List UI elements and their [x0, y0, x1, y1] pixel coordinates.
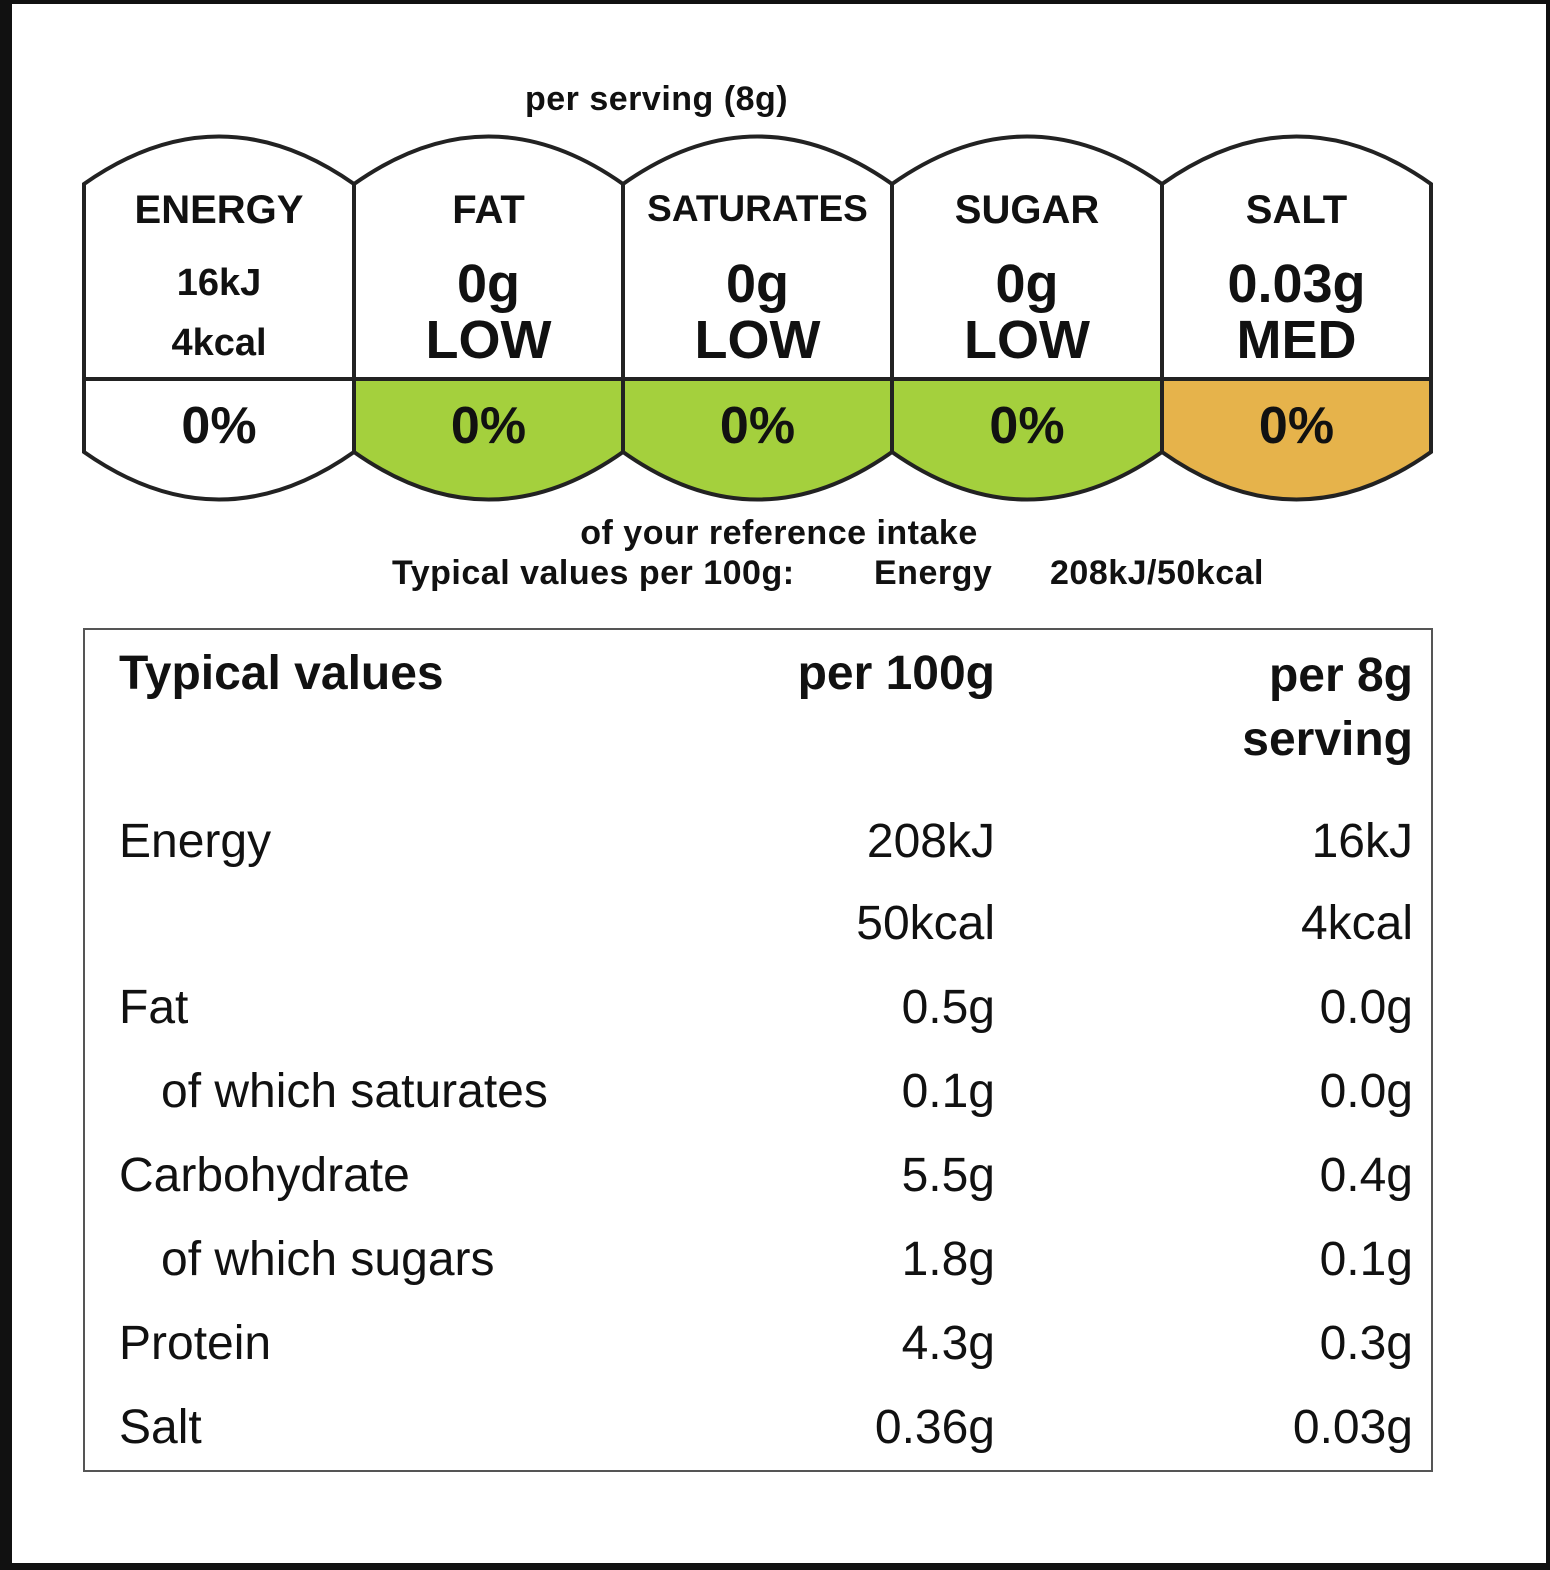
row-per-serving: 0.03g	[1292, 1401, 1413, 1454]
tl-name-salt: SALT	[1245, 188, 1348, 232]
row-per-100g: 0.5g	[901, 981, 995, 1034]
row-per-100g: 1.8g	[901, 1233, 995, 1286]
tl-line1-saturates: 0g	[725, 254, 790, 314]
row-label: of which saturates	[161, 1065, 548, 1118]
row-per-serving: 4kcal	[1300, 897, 1413, 950]
tl-line2-sugar: LOW	[964, 310, 1090, 370]
tl-percent-fat: 0%	[450, 397, 527, 455]
row-per-100g: 4.3g	[901, 1317, 995, 1370]
nutrition-table: Typical values per 100g per 8g serving E…	[83, 628, 1433, 1472]
tl-name-energy: ENERGY	[134, 188, 304, 232]
tl-line2-fat: LOW	[425, 310, 552, 370]
traffic-light-graphic	[82, 134, 1433, 502]
row-label: of which sugars	[161, 1233, 495, 1286]
tl-top-cell-energy	[82, 134, 356, 381]
reference-intake-text: of your reference intake	[580, 514, 978, 552]
tl-percent-cell-energy	[82, 377, 356, 502]
row-per-serving: 0.1g	[1319, 1233, 1413, 1286]
tl-percent-salt: 0%	[1258, 397, 1335, 455]
tl-top-cell-sugar	[890, 134, 1164, 381]
row-per-serving: 0.4g	[1319, 1149, 1413, 1202]
tl-percent-saturates: 0%	[719, 397, 796, 455]
typical-values-label: Typical values per 100g:	[392, 554, 795, 592]
header-per-100g: per 100g	[797, 647, 995, 700]
tl-name-sugar: SUGAR	[954, 188, 1100, 232]
row-per-100g: 0.1g	[901, 1065, 995, 1118]
row-per-100g: 50kcal	[856, 897, 995, 950]
nutrition-label-sheet: per serving (8g) ENERGY 16kJ 4kcal 0% FAT 0g L…	[12, 4, 1546, 1563]
row-label: Salt	[119, 1401, 202, 1454]
tl-percent-cell-sugar	[890, 377, 1164, 502]
tl-top-cell-saturates	[621, 134, 894, 381]
tl-percent-cell-fat	[352, 377, 625, 502]
typical-energy-label: Energy	[874, 554, 993, 592]
tl-line2-energy: 4kcal	[171, 322, 267, 364]
row-label: Energy	[119, 815, 272, 868]
row-per-100g: 0.36g	[874, 1401, 995, 1454]
row-label: Carbohydrate	[119, 1149, 410, 1202]
row-label: Fat	[119, 981, 189, 1034]
typical-energy-value: 208kJ/50kcal	[1050, 554, 1264, 592]
tl-top-cell-salt	[1160, 134, 1433, 381]
row-per-serving: 16kJ	[1311, 815, 1413, 868]
header-per-serving-line1: per 8g	[1268, 649, 1413, 702]
row-label: Protein	[119, 1317, 272, 1370]
header-per-serving-line2: serving	[1242, 713, 1413, 766]
tl-line1-energy: 16kJ	[176, 262, 262, 304]
row-per-serving: 0.0g	[1319, 1065, 1413, 1118]
tl-line1-salt: 0.03g	[1227, 254, 1366, 314]
tl-percent-sugar: 0%	[989, 397, 1065, 455]
per-serving-label: per serving (8g)	[525, 80, 789, 118]
tl-line2-saturates: LOW	[694, 310, 821, 370]
row-per-100g: 5.5g	[901, 1149, 995, 1202]
tl-top-cell-fat	[352, 134, 625, 381]
tl-line1-fat: 0g	[456, 254, 521, 314]
tl-line1-sugar: 0g	[995, 254, 1059, 314]
tl-line2-salt: MED	[1236, 310, 1357, 370]
tl-percent-cell-saturates	[621, 377, 894, 502]
row-per-100g: 208kJ	[866, 815, 995, 868]
tl-name-saturates: SATURATES	[647, 188, 868, 229]
tl-percent-energy: 0%	[181, 397, 257, 455]
row-per-serving: 0.3g	[1319, 1317, 1413, 1370]
row-per-serving: 0.0g	[1319, 981, 1413, 1034]
tl-name-fat: FAT	[452, 188, 525, 232]
header-typical-values: Typical values	[119, 647, 444, 700]
tl-percent-cell-salt	[1160, 377, 1433, 502]
